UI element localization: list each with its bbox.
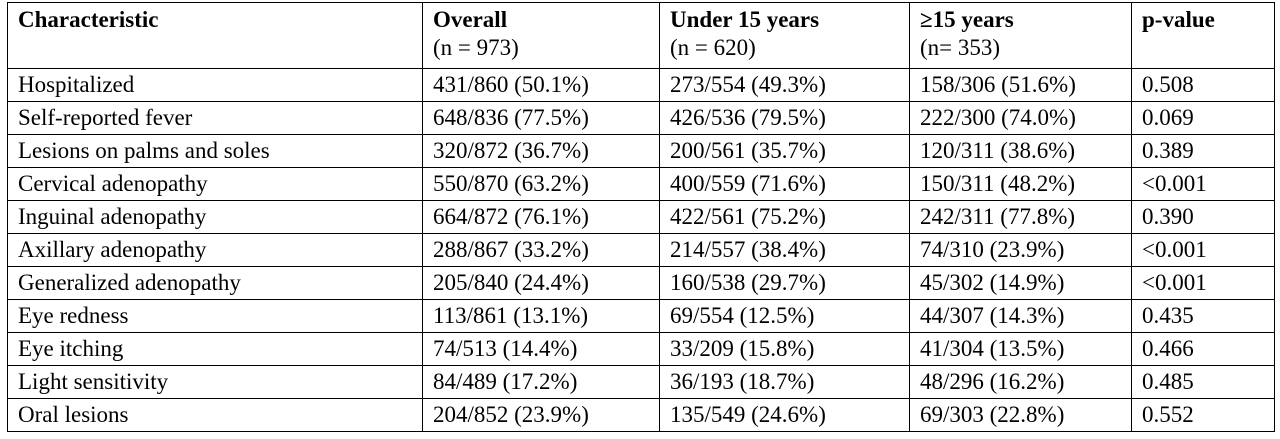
cell-p-value: <0.001 <box>1131 266 1275 300</box>
cell-15-and-over: 158/306 (51.6%) <box>909 68 1132 102</box>
header-label: Overall <box>433 7 508 32</box>
header-characteristic: Characteristic <box>7 2 423 69</box>
cell-p-value: 0.389 <box>1131 134 1275 168</box>
cell-p-value: 0.390 <box>1131 200 1275 234</box>
cell-characteristic: Oral lesions <box>7 398 423 432</box>
header-p-value: p-value <box>1131 2 1275 69</box>
cell-overall: 550/870 (63.2%) <box>422 167 660 201</box>
cell-under-15: 200/561 (35.7%) <box>659 134 910 168</box>
cell-15-and-over: 45/302 (14.9%) <box>909 266 1132 300</box>
cell-under-15: 426/536 (79.5%) <box>659 101 910 135</box>
table-body: Hospitalized 431/860 (50.1%) 273/554 (49.3… <box>7 68 1275 432</box>
cell-overall: 113/861 (13.1%) <box>422 299 660 333</box>
header-label: Characteristic <box>18 7 159 32</box>
cell-overall: 320/872 (36.7%) <box>422 134 660 168</box>
cell-overall: 648/836 (77.5%) <box>422 101 660 135</box>
cell-characteristic: Axillary adenopathy <box>7 233 423 267</box>
table-row: Hospitalized 431/860 (50.1%) 273/554 (49.3… <box>7 68 1275 102</box>
table-row: Eye redness 113/861 (13.1%) 69/554 (12.5%)… <box>7 299 1275 333</box>
header-label: ≥15 years <box>920 7 1014 32</box>
cell-characteristic: Eye redness <box>7 299 423 333</box>
cell-15-and-over: 74/310 (23.9%) <box>909 233 1132 267</box>
table-row: Inguinal adenopathy 664/872 (76.1%) 422/56… <box>7 200 1275 234</box>
cell-p-value: 0.485 <box>1131 365 1275 399</box>
cell-characteristic: Lesions on palms and soles <box>7 134 423 168</box>
cell-overall: 204/852 (23.9%) <box>422 398 660 432</box>
header-label: Under 15 years <box>670 7 820 32</box>
cell-characteristic: Light sensitivity <box>7 365 423 399</box>
cell-under-15: 33/209 (15.8%) <box>659 332 910 366</box>
table-row: Cervical adenopathy 550/870 (63.2%) 400/55… <box>7 167 1275 201</box>
cell-15-and-over: 150/311 (48.2%) <box>909 167 1132 201</box>
cell-p-value: <0.001 <box>1131 167 1275 201</box>
cell-overall: 431/860 (50.1%) <box>422 68 660 102</box>
cell-characteristic: Cervical adenopathy <box>7 167 423 201</box>
table-row: Axillary adenopathy 288/867 (33.2%) 214/55… <box>7 233 1275 267</box>
cell-15-and-over: 69/303 (22.8%) <box>909 398 1132 432</box>
cell-characteristic: Self-reported fever <box>7 101 423 135</box>
header-15-and-over: ≥15 years (n= 353) <box>909 2 1132 69</box>
cell-characteristic: Hospitalized <box>7 68 423 102</box>
header-sample-size: (n= 353) <box>920 35 1001 60</box>
cell-p-value: <0.001 <box>1131 233 1275 267</box>
cell-characteristic: Generalized adenopathy <box>7 266 423 300</box>
cell-under-15: 273/554 (49.3%) <box>659 68 910 102</box>
table-row: Self-reported fever 648/836 (77.5%) 426/53… <box>7 101 1275 135</box>
cell-overall: 205/840 (24.4%) <box>422 266 660 300</box>
cell-characteristic: Eye itching <box>7 332 423 366</box>
table-row: Eye itching 74/513 (14.4%) 33/209 (15.8%) 4… <box>7 332 1275 366</box>
cell-overall: 664/872 (76.1%) <box>422 200 660 234</box>
cell-under-15: 214/557 (38.4%) <box>659 233 910 267</box>
cell-15-and-over: 222/300 (74.0%) <box>909 101 1132 135</box>
cell-under-15: 160/538 (29.7%) <box>659 266 910 300</box>
cell-overall: 74/513 (14.4%) <box>422 332 660 366</box>
cell-overall: 288/867 (33.2%) <box>422 233 660 267</box>
cell-15-and-over: 48/296 (16.2%) <box>909 365 1132 399</box>
table-row: Generalized adenopathy 205/840 (24.4%) 160… <box>7 266 1275 300</box>
header-row: Characteristic Overall (n = 973) Under 1… <box>7 2 1275 69</box>
cell-p-value: 0.069 <box>1131 101 1275 135</box>
cell-under-15: 400/559 (71.6%) <box>659 167 910 201</box>
cell-under-15: 36/193 (18.7%) <box>659 365 910 399</box>
cell-p-value: 0.435 <box>1131 299 1275 333</box>
cell-characteristic: Inguinal adenopathy <box>7 200 423 234</box>
table-row: Light sensitivity 84/489 (17.2%) 36/193 (1… <box>7 365 1275 399</box>
cell-15-and-over: 242/311 (77.8%) <box>909 200 1132 234</box>
cell-overall: 84/489 (17.2%) <box>422 365 660 399</box>
header-overall: Overall (n = 973) <box>422 2 660 69</box>
cell-p-value: 0.552 <box>1131 398 1275 432</box>
cell-under-15: 69/554 (12.5%) <box>659 299 910 333</box>
header-label: p-value <box>1142 7 1215 32</box>
header-sample-size: (n = 973) <box>433 35 519 60</box>
cell-15-and-over: 41/304 (13.5%) <box>909 332 1132 366</box>
table-row: Oral lesions 204/852 (23.9%) 135/549 (24.6… <box>7 398 1275 432</box>
cell-15-and-over: 120/311 (38.6%) <box>909 134 1132 168</box>
header-under-15: Under 15 years (n = 620) <box>659 2 910 69</box>
cell-under-15: 135/549 (24.6%) <box>659 398 910 432</box>
table-row: Lesions on palms and soles 320/872 (36.7%… <box>7 134 1275 168</box>
cell-15-and-over: 44/307 (14.3%) <box>909 299 1132 333</box>
characteristics-table: Characteristic Overall (n = 973) Under 1… <box>7 2 1275 432</box>
cell-under-15: 422/561 (75.2%) <box>659 200 910 234</box>
cell-p-value: 0.466 <box>1131 332 1275 366</box>
cell-p-value: 0.508 <box>1131 68 1275 102</box>
header-sample-size: (n = 620) <box>670 35 756 60</box>
